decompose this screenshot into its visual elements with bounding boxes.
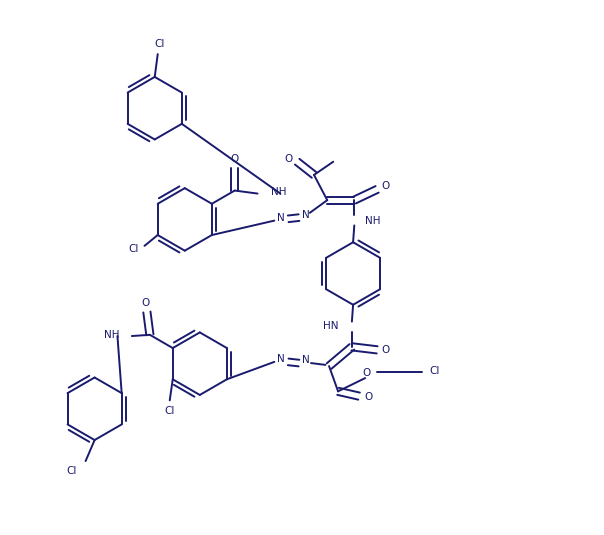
Text: NH: NH [365, 216, 380, 226]
Text: O: O [141, 298, 150, 308]
Text: Cl: Cl [66, 467, 77, 476]
Text: O: O [284, 154, 293, 164]
Text: N: N [303, 210, 310, 220]
Text: O: O [382, 181, 390, 192]
Text: O: O [362, 368, 370, 378]
Text: O: O [364, 392, 372, 402]
Text: O: O [231, 154, 239, 164]
Text: Cl: Cl [429, 366, 440, 376]
Text: N: N [277, 212, 285, 223]
Text: HN: HN [323, 322, 339, 331]
Text: Cl: Cl [129, 244, 139, 254]
Text: NH: NH [271, 187, 286, 197]
Text: O: O [382, 345, 390, 355]
Text: NH: NH [104, 330, 120, 340]
Text: N: N [277, 354, 285, 364]
Text: Cl: Cl [155, 39, 165, 49]
Text: N: N [303, 355, 310, 365]
Text: Cl: Cl [164, 406, 175, 416]
